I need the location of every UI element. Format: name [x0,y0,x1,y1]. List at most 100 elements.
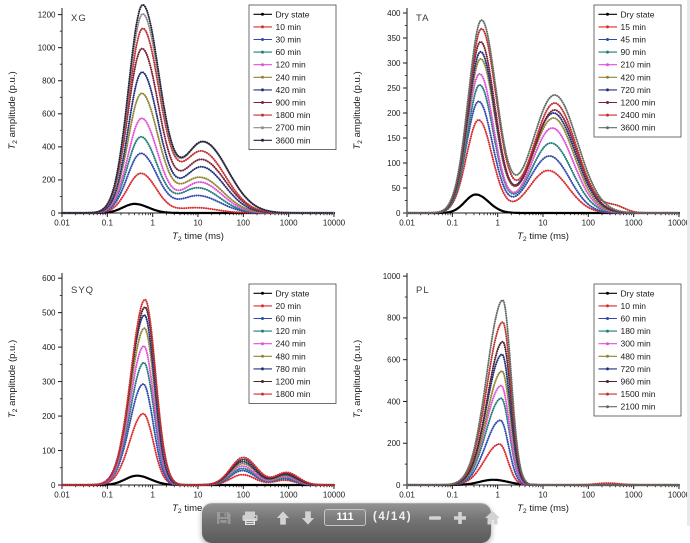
svg-text:600: 600 [42,274,56,283]
svg-text:T2 time (ms): T2 time (ms) [517,231,569,243]
svg-text:300 min: 300 min [621,339,652,349]
series-curves [60,3,336,215]
svg-text:300: 300 [42,377,56,386]
svg-text:0: 0 [396,481,401,490]
page-edge [687,0,690,526]
svg-text:1000: 1000 [280,491,298,500]
svg-text:90 min: 90 min [621,47,647,57]
svg-text:60 min: 60 min [621,314,647,324]
svg-text:3600 min: 3600 min [621,123,656,133]
svg-text:10: 10 [194,219,203,228]
svg-text:400: 400 [42,143,56,152]
svg-text:1200: 1200 [38,10,56,19]
svg-text:800: 800 [387,314,401,323]
y-axis: 0 200 400 600 800 1000 [383,272,407,490]
panel-label: SYQ [71,285,94,296]
y-axis: 0 100 200 300 400 500 600 [42,274,62,490]
svg-text:10000: 10000 [323,219,345,228]
legend: Dry state 10 min 30 min 60 min 120 min 240 mi… [248,4,337,151]
svg-text:0: 0 [396,209,401,218]
svg-text:T2 amplitude (p.u.): T2 amplitude (p.u.) [352,71,364,149]
print-button[interactable] [240,508,260,528]
svg-text:200: 200 [42,412,56,421]
svg-text:720 min: 720 min [621,85,652,95]
svg-text:300: 300 [387,59,401,68]
svg-text:100: 100 [387,159,401,168]
svg-text:1800 min: 1800 min [276,110,311,120]
svg-text:0.01: 0.01 [399,491,415,500]
svg-text:T2 time (ms): T2 time (ms) [172,231,224,243]
figure-grid: 0.01 0.1 1 10 100 1000 10000 T2 time (ms) 0 200 40… [7,3,690,515]
svg-text:0.1: 0.1 [102,491,114,500]
svg-text:10000: 10000 [668,491,690,500]
svg-text:240 min: 240 min [276,339,307,349]
zoom-out-icon [429,516,442,520]
zoom-in-button[interactable] [451,508,469,528]
page-number-input[interactable]: 111 [324,509,366,526]
svg-text:1800 min: 1800 min [276,389,311,399]
svg-text:420 min: 420 min [621,72,652,82]
save-button[interactable] [214,508,233,528]
zoom-in-icon [454,512,467,524]
svg-text:1: 1 [495,491,500,500]
next-page-button[interactable] [299,508,317,528]
svg-text:2100 min: 2100 min [621,402,656,412]
panel-label: PL [416,285,430,296]
svg-text:1000: 1000 [625,219,643,228]
svg-text:T2 amplitude (p.u.): T2 amplitude (p.u.) [7,71,19,149]
chart-svg-pl: 0.01 0.1 1 10 100 1000 10000 T2 time (ms) 0 200 40… [352,272,690,515]
svg-text:100: 100 [582,219,596,228]
svg-text:420 min: 420 min [276,85,307,95]
svg-text:150: 150 [387,134,401,143]
svg-text:1200 min: 1200 min [276,377,311,387]
svg-text:500: 500 [42,308,56,317]
svg-text:30 min: 30 min [276,35,302,45]
svg-text:800: 800 [42,77,56,86]
svg-text:10 min: 10 min [276,22,302,32]
svg-text:1: 1 [495,219,500,228]
svg-text:0.01: 0.01 [399,219,415,228]
svg-text:0.1: 0.1 [102,219,114,228]
home-button[interactable] [483,508,502,528]
svg-text:Dry state: Dry state [276,288,310,298]
previous-page-button[interactable] [274,508,292,528]
svg-text:1: 1 [150,491,155,500]
svg-text:180 min: 180 min [621,326,652,336]
svg-text:10: 10 [194,491,203,500]
zoom-out-button[interactable] [426,508,444,528]
svg-text:20 min: 20 min [276,301,302,311]
svg-text:720 min: 720 min [621,364,652,374]
panel-label: XG [71,13,87,24]
svg-text:50: 50 [392,184,401,193]
svg-text:100: 100 [237,491,251,500]
svg-text:0.1: 0.1 [447,219,459,228]
svg-text:400: 400 [387,397,401,406]
y-axis: 0 200 400 600 800 1000 1200 [38,10,62,218]
svg-text:960 min: 960 min [621,377,652,387]
svg-text:T2 amplitude (p.u.): T2 amplitude (p.u.) [7,340,19,418]
svg-text:0: 0 [51,481,56,490]
svg-text:780 min: 780 min [276,364,307,374]
svg-text:400: 400 [387,9,401,18]
svg-text:60 min: 60 min [276,314,302,324]
svg-text:10000: 10000 [323,491,345,500]
svg-text:10 min: 10 min [621,301,647,311]
x-axis: 0.01 0.1 1 10 100 1000 10000 [54,485,346,500]
svg-text:240 min: 240 min [276,72,307,82]
series-curves [405,19,681,215]
svg-text:1000: 1000 [280,219,298,228]
chart-svg-ta: 0.01 0.1 1 10 100 1000 10000 T2 time (ms) 0 50 100… [352,4,690,243]
svg-text:1000: 1000 [625,491,643,500]
svg-text:120 min: 120 min [276,60,307,70]
svg-text:480 min: 480 min [276,351,307,361]
home-icon [485,511,501,525]
chart-svg-xg: 0.01 0.1 1 10 100 1000 10000 T2 time (ms) 0 200 40… [7,3,346,243]
series-curves [405,299,681,487]
svg-text:0.01: 0.01 [54,219,70,228]
svg-text:120 min: 120 min [276,326,307,336]
svg-text:1500 min: 1500 min [621,389,656,399]
svg-text:45 min: 45 min [621,35,647,45]
svg-text:2400 min: 2400 min [621,110,656,120]
svg-text:210 min: 210 min [621,60,652,70]
